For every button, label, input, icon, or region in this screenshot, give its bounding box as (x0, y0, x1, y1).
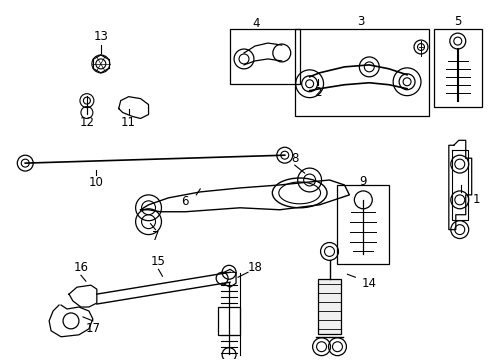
Text: 3: 3 (357, 15, 364, 28)
Bar (218, 307, 240, 335)
Text: 4: 4 (252, 17, 259, 30)
Text: 12: 12 (79, 116, 94, 129)
Bar (230, 29, 299, 84)
Text: 1: 1 (472, 193, 479, 206)
Text: 2: 2 (313, 86, 321, 99)
Bar (317, 279, 341, 334)
Text: 14: 14 (361, 277, 376, 290)
Bar (433, 29, 481, 107)
Text: 15: 15 (151, 255, 165, 268)
Text: 5: 5 (453, 15, 461, 28)
Text: 10: 10 (88, 176, 103, 189)
Text: 7: 7 (151, 230, 159, 243)
Text: 8: 8 (290, 152, 298, 165)
Text: 17: 17 (85, 322, 100, 336)
Bar (337, 185, 388, 264)
Text: 18: 18 (247, 261, 262, 274)
Text: 13: 13 (93, 30, 108, 42)
Text: 9: 9 (359, 175, 366, 189)
Bar (294, 29, 428, 117)
Text: 16: 16 (73, 261, 88, 274)
Text: 11: 11 (121, 116, 136, 129)
Text: 6: 6 (181, 195, 189, 208)
